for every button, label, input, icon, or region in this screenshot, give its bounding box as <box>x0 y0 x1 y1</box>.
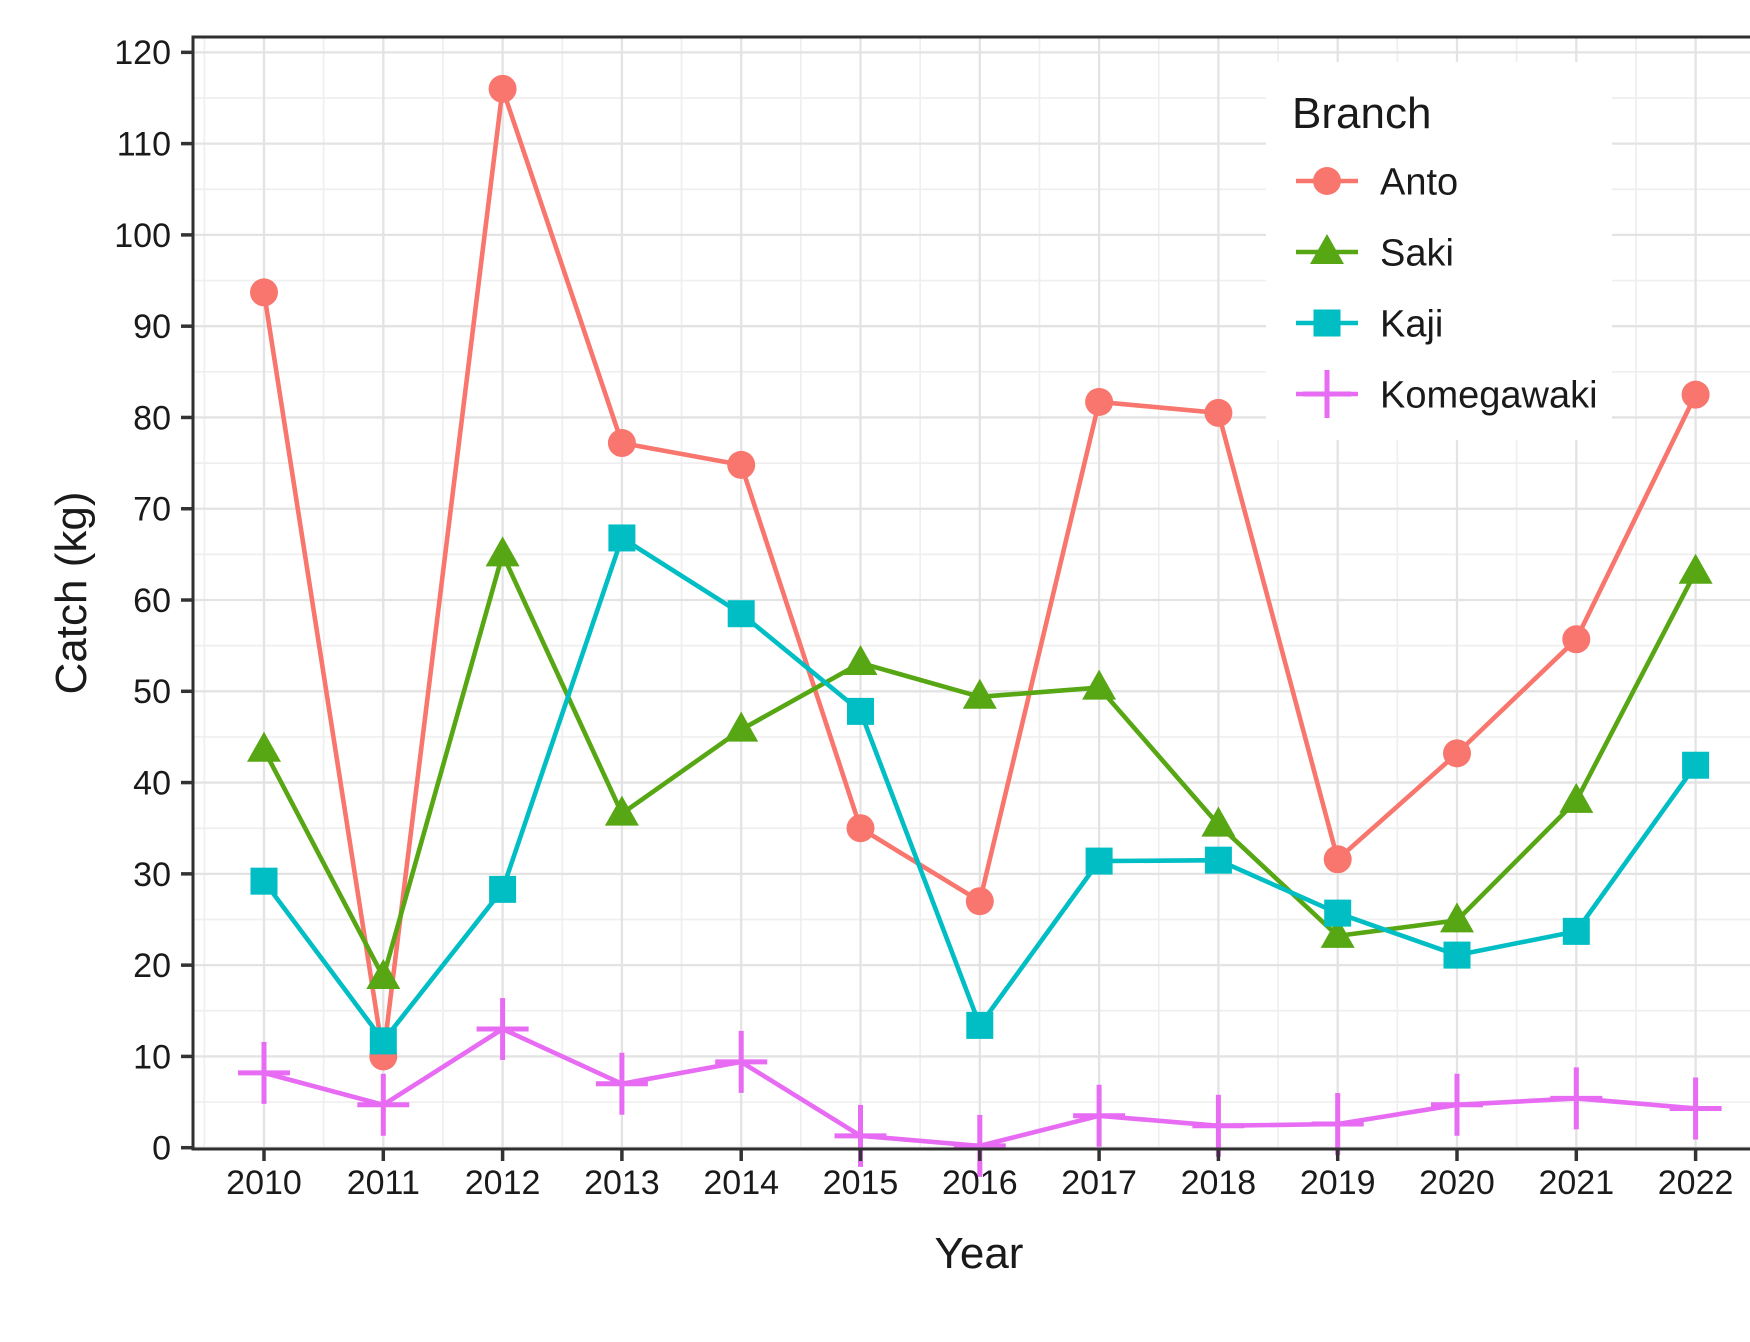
data-point-marker-square <box>727 600 755 628</box>
legend-item-anto: Anto <box>1296 161 1458 203</box>
data-point-marker-circle <box>1323 845 1352 874</box>
y-axis-title: Catch (kg) <box>47 492 96 695</box>
catch-by-branch-line-chart: 0 10 20 30 40 50 60 70 80 90 100 110 120 2010 2011 2012… <box>40 16 1750 1326</box>
axis-ticks <box>181 50 1698 1161</box>
legend-item-kaji: Kaji <box>1296 303 1443 345</box>
data-point-marker-square <box>1443 941 1471 969</box>
legend-label: Komegawaki <box>1380 374 1598 416</box>
data-point-marker-circle <box>250 278 278 307</box>
data-point-marker-triangle <box>724 711 759 742</box>
data-point-marker-triangle <box>1559 782 1594 813</box>
data-point-marker-circle <box>1204 398 1233 427</box>
legend-item-komegawaki: Komegawaki <box>1296 370 1598 418</box>
data-point-marker-circle <box>727 450 756 479</box>
x-tick-label: 2013 <box>584 1164 660 1202</box>
y-tick-label: 40 <box>133 764 171 802</box>
data-point-marker-square <box>847 697 874 725</box>
data-point-marker-triangle <box>1440 902 1474 933</box>
data-point-marker-triangle <box>366 959 401 990</box>
data-point-marker-square <box>1204 846 1232 874</box>
y-tick-label: 60 <box>133 582 171 620</box>
data-point-marker-triangle <box>962 678 997 709</box>
series-saki <box>247 536 1713 990</box>
series-anto <box>250 74 1710 1071</box>
legend-label: Anto <box>1380 161 1458 203</box>
legend-label: Saki <box>1380 232 1454 274</box>
legend: Branch Anto Saki Kaji Komegawaki <box>1266 62 1612 440</box>
data-point-marker-square <box>489 875 517 903</box>
data-point-marker-circle <box>607 429 636 458</box>
data-point-marker-square <box>250 867 278 895</box>
x-axis-tick-labels: 2010 2011 2012 2013 2014 2015 2016 2017 2018 2019… <box>226 1164 1733 1202</box>
y-tick-label: 100 <box>114 217 171 255</box>
x-tick-label: 2017 <box>1061 1164 1137 1202</box>
data-point-marker-circle <box>1681 380 1710 409</box>
x-axis-title: Year <box>935 1229 1024 1278</box>
legend-item-saki: Saki <box>1296 232 1454 274</box>
data-point-marker-triangle <box>843 645 878 676</box>
data-point-marker-square <box>1085 847 1113 875</box>
y-tick-label: 70 <box>133 491 171 529</box>
y-tick-label: 110 <box>117 126 171 164</box>
y-axis-tick-labels: 0 10 20 30 40 50 60 70 80 90 100 110 120 <box>114 34 171 1167</box>
y-tick-label: 120 <box>114 34 171 72</box>
data-point-marker-triangle <box>604 795 639 826</box>
data-point-marker-square <box>1562 917 1590 945</box>
x-tick-label: 2021 <box>1538 1164 1614 1202</box>
data-point-marker-circle <box>846 814 875 843</box>
legend-title: Branch <box>1292 89 1431 138</box>
data-point-marker-triangle <box>247 731 281 762</box>
data-point-marker-circle <box>1443 739 1471 768</box>
y-tick-label: 20 <box>133 947 171 985</box>
data-point-marker-circle <box>1085 387 1114 416</box>
y-tick-label: 10 <box>133 1038 171 1076</box>
data-point-marker-triangle <box>1201 806 1236 837</box>
y-tick-label: 30 <box>133 856 171 894</box>
y-tick-label: 80 <box>133 399 171 437</box>
x-tick-label: 2010 <box>226 1164 302 1202</box>
x-tick-label: 2022 <box>1658 1164 1734 1202</box>
data-point-marker-circle <box>488 74 517 103</box>
data-point-marker-square <box>369 1027 397 1055</box>
x-tick-label: 2019 <box>1300 1164 1376 1202</box>
data-point-marker-triangle <box>485 536 520 567</box>
data-point-marker-square <box>1682 751 1710 779</box>
data-point-marker-square <box>1324 899 1352 927</box>
data-point-marker-triangle <box>1320 917 1355 948</box>
data-point-marker-square <box>608 524 636 552</box>
data-point-marker-square <box>1313 309 1341 337</box>
x-tick-label: 2014 <box>703 1164 779 1202</box>
data-point-marker-triangle <box>1310 234 1344 264</box>
y-tick-label: 90 <box>133 308 171 346</box>
y-tick-label: 0 <box>152 1130 171 1168</box>
data-point-marker-triangle <box>1082 669 1117 700</box>
x-tick-label: 2012 <box>465 1164 541 1202</box>
data-point-marker-circle <box>1313 167 1341 195</box>
data-point-marker-square <box>966 1011 994 1039</box>
data-point-marker-circle <box>1562 625 1591 654</box>
x-tick-label: 2015 <box>823 1164 899 1202</box>
x-tick-label: 2018 <box>1181 1164 1257 1202</box>
x-tick-label: 2020 <box>1419 1164 1495 1202</box>
y-tick-label: 50 <box>133 673 171 711</box>
data-point-marker-circle <box>965 887 994 916</box>
x-tick-label: 2016 <box>942 1164 1018 1202</box>
series-kaji <box>250 524 1710 1055</box>
plot-canvas: 0 10 20 30 40 50 60 70 80 90 100 110 120 2010 2011 2012… <box>40 16 1750 1326</box>
x-tick-label: 2011 <box>347 1164 420 1202</box>
legend-label: Kaji <box>1380 303 1443 345</box>
data-point-marker-triangle <box>1678 553 1713 584</box>
